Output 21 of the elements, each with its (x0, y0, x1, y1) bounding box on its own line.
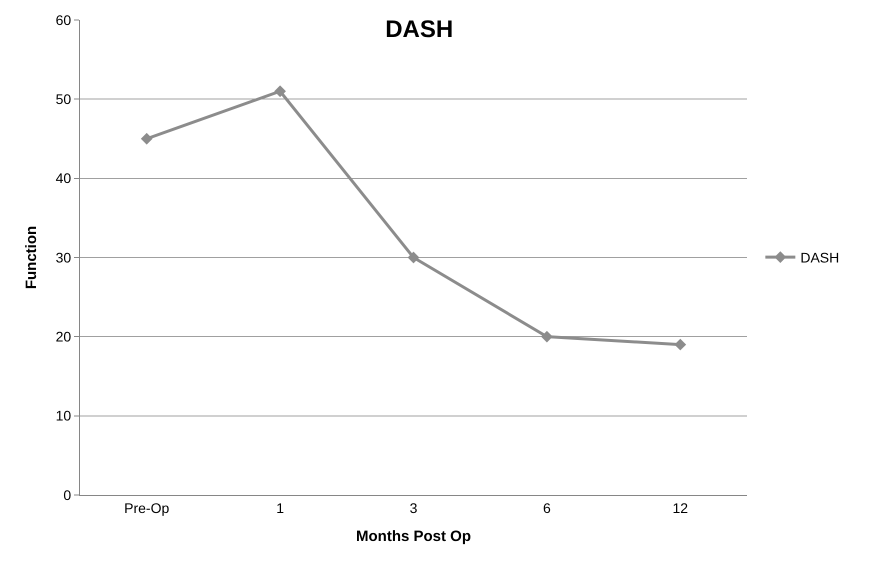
x-tick-label: 1 (276, 500, 284, 516)
y-tick-label: 10 (56, 408, 72, 424)
y-tick-label: 60 (56, 12, 72, 28)
y-tick-label: 40 (56, 170, 72, 186)
point (408, 252, 420, 264)
x-tick-label: 12 (672, 500, 688, 516)
point (674, 338, 686, 350)
x-tick-label: Pre-Op (124, 500, 170, 516)
y-tick-label: 0 (63, 486, 72, 503)
y-tick-label: 20 (56, 328, 72, 345)
legend-label: DASH (800, 250, 840, 266)
point (274, 85, 286, 98)
y-tick-label: 50 (56, 91, 72, 108)
y-axis-title: Function (22, 226, 40, 290)
y-tick-label: 30 (56, 249, 72, 266)
x-axis-title: Months Post Op (356, 528, 471, 545)
x-tick-label: 3 (410, 500, 418, 516)
point (541, 330, 553, 343)
x-tick-label: 6 (543, 500, 551, 516)
point (140, 132, 153, 145)
chart-title: DASH (385, 16, 454, 43)
